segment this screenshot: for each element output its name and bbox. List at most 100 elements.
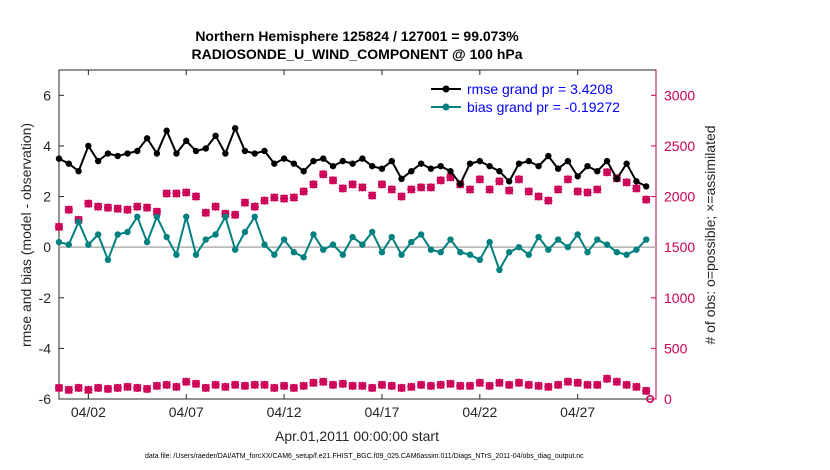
bias-point — [124, 228, 131, 236]
rmse-point — [271, 160, 278, 167]
rmse-point — [496, 168, 503, 175]
rmse-point — [310, 157, 317, 165]
assimilated-obs-ring-point — [495, 378, 504, 387]
assimilated-obs-ring-point — [534, 381, 543, 390]
bias-point — [114, 231, 121, 238]
assimilated-obs-ring-point — [436, 380, 445, 389]
assimilated-obs-ring-point — [123, 382, 132, 391]
bias-point — [496, 266, 503, 274]
possible-obs-cross-point — [328, 176, 338, 185]
bias-point — [153, 213, 161, 220]
rmse-point — [613, 175, 621, 183]
assimilated-obs-ring-point — [407, 382, 416, 391]
assimilated-obs-ring-point — [358, 381, 367, 390]
possible-obs-cross-point — [475, 175, 484, 184]
y-left-tick-label: 2 — [43, 189, 51, 205]
rmse-point — [427, 165, 435, 172]
assimilated-obs-ring-point — [632, 382, 641, 391]
assimilated-obs-ring-point — [368, 383, 377, 392]
possible-obs-cross-point — [465, 185, 475, 194]
rmse-point — [261, 147, 268, 155]
assimilated-obs-ring-point — [240, 381, 249, 390]
legend-bias-marker — [442, 103, 450, 111]
chart-title-line2: RADIOSONDE_U_WIND_COMPONENT @ 100 hPa — [191, 46, 522, 62]
y-axis-label-right: # of obs: o=possible; ×=assimilated — [702, 125, 718, 344]
assimilated-obs-ring-point — [583, 380, 592, 389]
assimilated-obs-ring-point — [192, 379, 201, 388]
rmse-point — [300, 168, 307, 175]
bias-point — [427, 246, 435, 253]
legend-rmse-label: rmse grand pr = 3.4208 — [467, 81, 613, 97]
y-axis-label-left: rmse and bias (model - observation) — [18, 123, 34, 347]
bias-point — [515, 243, 523, 251]
rmse-point — [134, 147, 141, 155]
possible-obs-cross-point — [368, 191, 377, 200]
bias-point — [55, 238, 63, 246]
bias-point — [280, 236, 288, 243]
assimilated-obs-ring-point — [113, 383, 122, 392]
rmse-point — [476, 157, 484, 165]
rmse-point — [633, 178, 640, 185]
bias-point — [417, 231, 425, 238]
bias-point — [368, 228, 376, 236]
possible-obs-cross-point — [231, 210, 240, 219]
possible-obs-cross-point — [436, 176, 445, 185]
assimilated-obs-ring-point — [280, 381, 289, 390]
plot-area — [58, 69, 657, 400]
rmse-point — [457, 180, 464, 188]
bias-point — [486, 238, 493, 246]
possible-obs-cross-point — [602, 168, 612, 177]
rmse-point — [466, 160, 474, 167]
possible-obs-cross-point — [632, 184, 641, 193]
bias-point — [545, 246, 552, 253]
chart-title-line1: Northern Hemisphere 125824 / 127001 = 99… — [195, 28, 519, 44]
y-left-tick-label: 0 — [43, 239, 51, 255]
x-tick-label: 04/12 — [267, 404, 302, 420]
rmse-point — [222, 150, 229, 157]
legend: rmse grand pr = 3.4208 bias grand pr = -… — [431, 81, 620, 115]
bias-point — [408, 238, 415, 246]
rmse-point — [378, 165, 386, 172]
possible-obs-cross-point — [514, 175, 524, 184]
y-right-tick-label: 2500 — [664, 138, 695, 154]
y-right-tick-label: 2000 — [664, 189, 695, 205]
assimilated-obs-ring-point — [377, 380, 386, 389]
bias-point — [143, 238, 151, 246]
possible-obs-cross-point — [240, 198, 250, 207]
x-tick-label: 04/22 — [462, 404, 497, 420]
possible-obs-cross-point — [426, 183, 436, 192]
possible-obs-cross-point — [524, 187, 533, 196]
assimilated-obs-ring-point — [309, 378, 318, 387]
assimilated-obs-ring-point — [260, 380, 269, 389]
y-right-tick-label: 3000 — [664, 87, 695, 103]
assimilated-obs-ring-point — [456, 381, 465, 390]
bias-point — [398, 251, 405, 258]
y-right-tick-label: 0 — [664, 391, 672, 407]
rmse-point — [545, 152, 552, 160]
possible-obs-cross-point — [172, 189, 181, 198]
bias-point — [85, 241, 92, 248]
bias-point — [594, 236, 601, 243]
assimilated-obs-ring-point — [573, 378, 582, 387]
assimilated-obs-ring-point — [94, 383, 103, 392]
bias-point — [261, 241, 268, 248]
rmse-point — [564, 157, 572, 165]
bias-point — [231, 246, 239, 253]
y-left-tick-label: -4 — [39, 340, 52, 356]
assimilated-obs-ring-point — [133, 383, 142, 392]
rmse-point — [55, 155, 63, 162]
rmse-point — [173, 150, 180, 157]
bias-point — [163, 233, 170, 241]
possible-obs-cross-point — [142, 203, 152, 212]
possible-obs-cross-point — [113, 204, 122, 213]
assimilated-obs-ring-point — [143, 384, 152, 393]
rmse-point — [505, 178, 513, 185]
assimilated-obs-ring-point — [162, 380, 171, 389]
rmse-point — [231, 125, 239, 132]
bias-point — [476, 256, 484, 264]
bias-point — [310, 231, 317, 238]
assimilated-obs-ring-point — [593, 380, 602, 389]
bias-point — [388, 233, 395, 241]
possible-obs-cross-point — [270, 193, 279, 202]
